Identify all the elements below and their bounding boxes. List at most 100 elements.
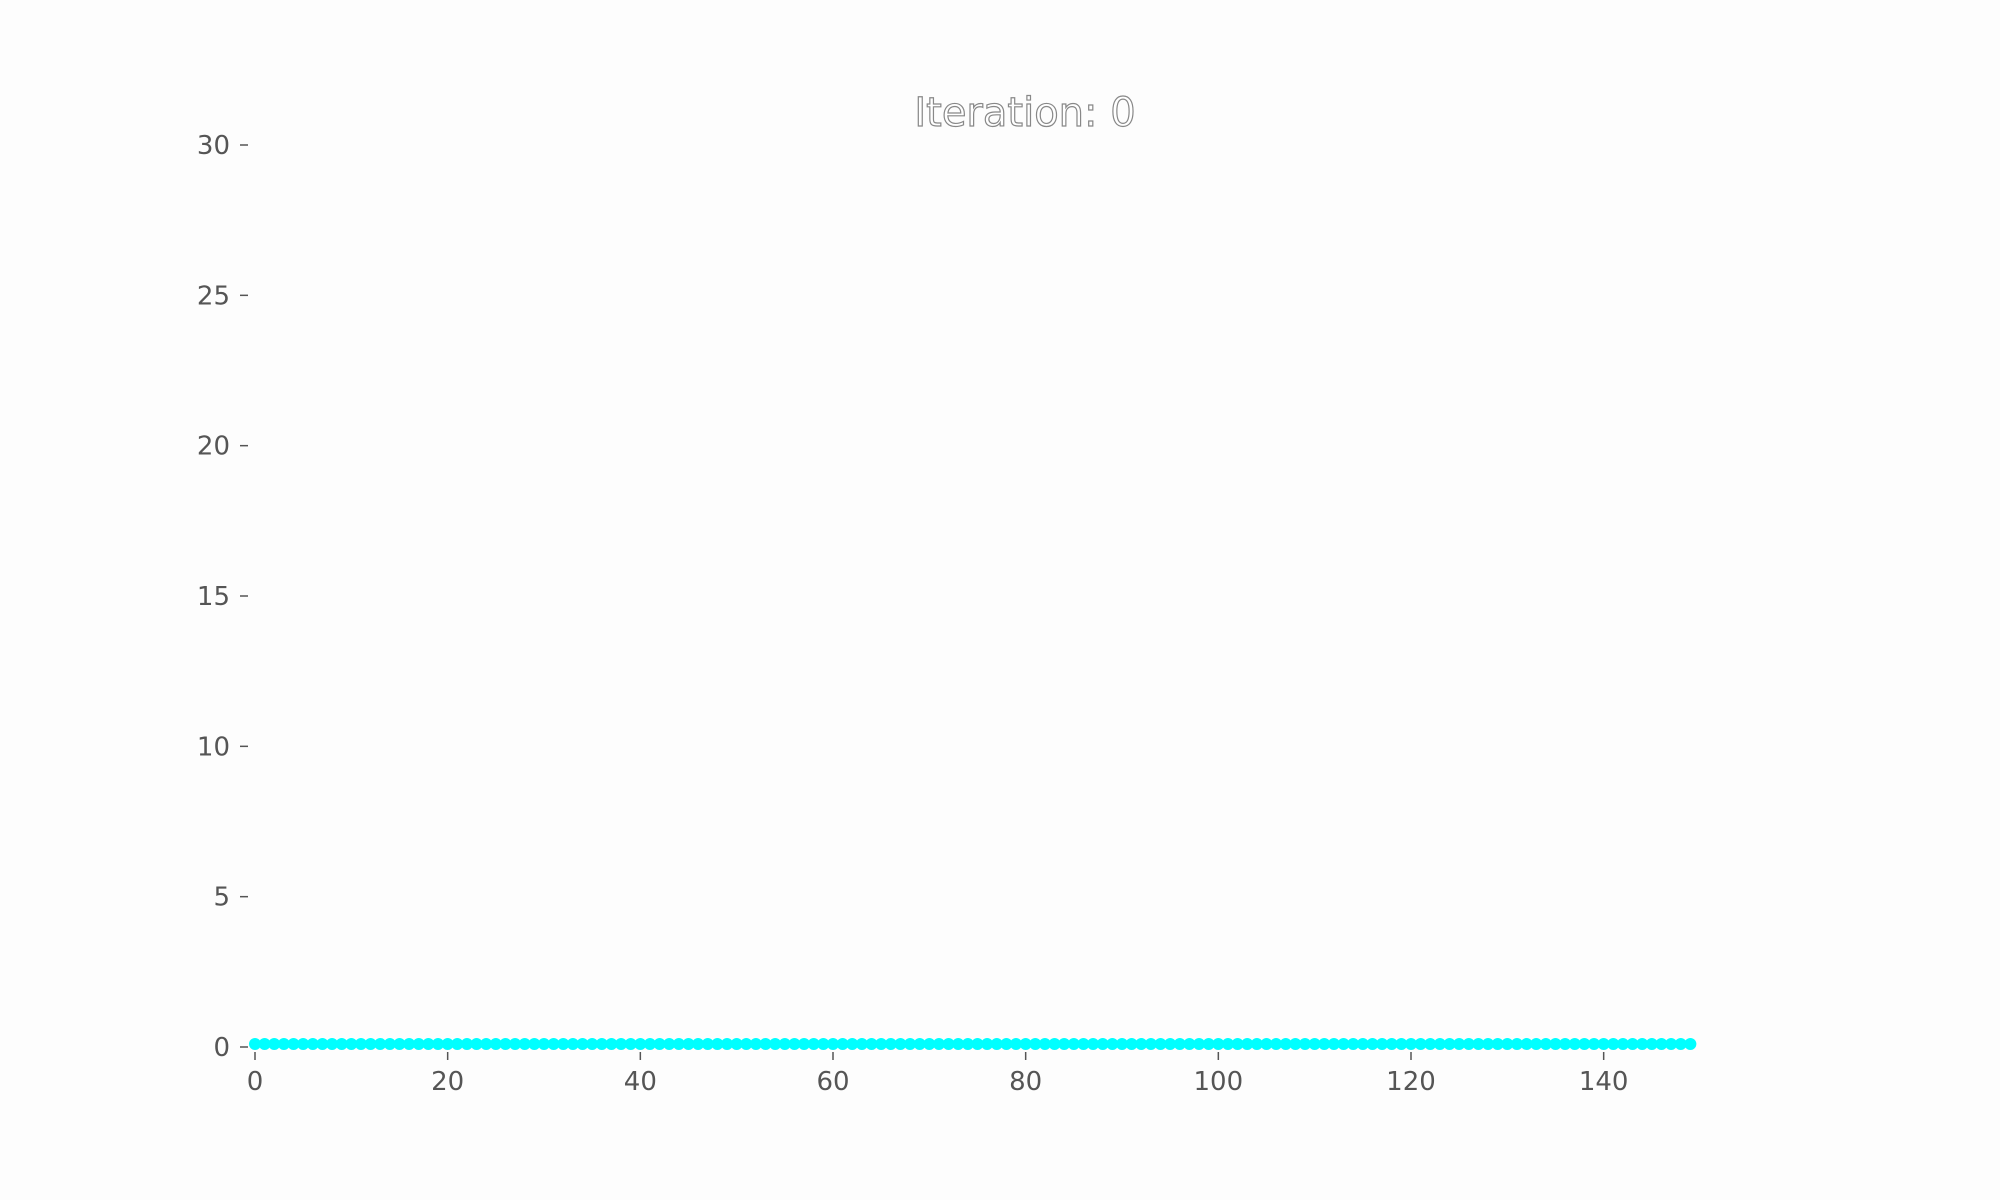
data-point <box>383 1037 396 1050</box>
data-point <box>740 1037 753 1050</box>
data-point <box>1241 1037 1254 1050</box>
data-point <box>1376 1037 1389 1050</box>
y-tick-label: 10 <box>197 732 230 762</box>
data-point <box>1520 1037 1533 1050</box>
data-point <box>769 1037 782 1050</box>
data-point <box>1405 1037 1417 1050</box>
x-tick-label: 60 <box>816 1067 849 1097</box>
data-point <box>441 1037 454 1050</box>
data-point <box>692 1037 705 1050</box>
data-point <box>393 1037 406 1050</box>
data-point <box>1453 1037 1466 1050</box>
data-point <box>1645 1037 1658 1050</box>
data-point <box>509 1037 522 1050</box>
data-point <box>316 1037 329 1050</box>
x-axis: 0 20 40 60 80 100 120 140 <box>247 1052 1629 1097</box>
data-point <box>1173 1037 1186 1050</box>
data-point <box>1636 1037 1649 1050</box>
data-point <box>663 1037 676 1050</box>
data-point <box>836 1037 849 1050</box>
data-point <box>1655 1037 1668 1050</box>
data-point <box>586 1037 599 1050</box>
data-point <box>1443 1037 1456 1050</box>
data-point <box>1568 1037 1581 1050</box>
data-point <box>345 1037 358 1050</box>
data-point <box>827 1037 839 1050</box>
data-point <box>904 1037 917 1050</box>
data-point <box>981 1037 994 1050</box>
data-point <box>538 1037 550 1050</box>
data-point <box>1501 1037 1514 1050</box>
y-axis: 0 5 10 15 20 25 30 <box>197 131 248 1063</box>
data-point <box>335 1037 348 1050</box>
data-point <box>1510 1037 1523 1050</box>
data-point <box>653 1037 666 1050</box>
data-point <box>258 1037 271 1050</box>
data-point <box>634 1037 647 1050</box>
data-point <box>1549 1037 1562 1050</box>
data-point <box>711 1037 724 1050</box>
data-point <box>894 1037 907 1050</box>
data-point <box>354 1037 367 1050</box>
data-point <box>1318 1037 1331 1050</box>
data-point <box>1010 1037 1023 1050</box>
chart-title: Iteration: 0 <box>914 90 1135 136</box>
data-point <box>643 1037 656 1050</box>
data-point <box>1231 1037 1244 1050</box>
data-point <box>480 1037 493 1050</box>
data-point <box>615 1037 628 1050</box>
data-point <box>1096 1037 1109 1050</box>
data-point <box>1414 1037 1427 1050</box>
data-point <box>268 1037 281 1050</box>
data-point <box>875 1037 888 1050</box>
y-tick-label: 0 <box>213 1033 230 1063</box>
x-tick-label: 20 <box>431 1067 464 1097</box>
data-point <box>1164 1037 1177 1050</box>
data-point <box>1588 1037 1601 1050</box>
data-point <box>1038 1037 1051 1050</box>
data-point <box>547 1037 560 1050</box>
data-point <box>1212 1037 1225 1050</box>
data-point <box>923 1037 936 1050</box>
data-point <box>932 1037 945 1050</box>
scatter-series <box>249 1037 1697 1050</box>
data-point <box>778 1037 791 1050</box>
data-point <box>701 1037 714 1050</box>
data-point <box>1674 1037 1687 1050</box>
data-point <box>1607 1037 1620 1050</box>
data-point <box>1347 1037 1360 1050</box>
data-point <box>374 1037 387 1050</box>
data-point <box>942 1037 955 1050</box>
data-point <box>990 1037 1003 1050</box>
data-point <box>1482 1037 1495 1050</box>
data-point <box>1270 1037 1283 1050</box>
data-point <box>884 1037 897 1050</box>
data-point <box>297 1037 310 1050</box>
data-point <box>1385 1037 1398 1050</box>
data-point <box>1135 1037 1148 1050</box>
data-point <box>1462 1037 1475 1050</box>
y-tick-label: 25 <box>197 281 230 311</box>
data-point <box>1221 1037 1234 1050</box>
data-point <box>306 1037 319 1050</box>
data-point <box>730 1037 743 1050</box>
data-point <box>1433 1037 1446 1050</box>
y-tick-label: 5 <box>213 883 230 913</box>
x-tick-label: 40 <box>624 1067 657 1097</box>
data-point <box>460 1037 473 1050</box>
data-point <box>846 1037 859 1050</box>
data-point <box>1154 1037 1167 1050</box>
data-point <box>1626 1037 1639 1050</box>
x-tick-label: 140 <box>1579 1067 1629 1097</box>
data-point <box>682 1037 695 1050</box>
data-point <box>855 1037 868 1050</box>
data-point <box>1019 1037 1032 1050</box>
data-point <box>1559 1037 1572 1050</box>
x-tick-label: 100 <box>1194 1067 1244 1097</box>
data-point <box>1077 1037 1090 1050</box>
data-point <box>277 1037 290 1050</box>
data-point <box>451 1037 464 1050</box>
data-point <box>1000 1037 1013 1050</box>
